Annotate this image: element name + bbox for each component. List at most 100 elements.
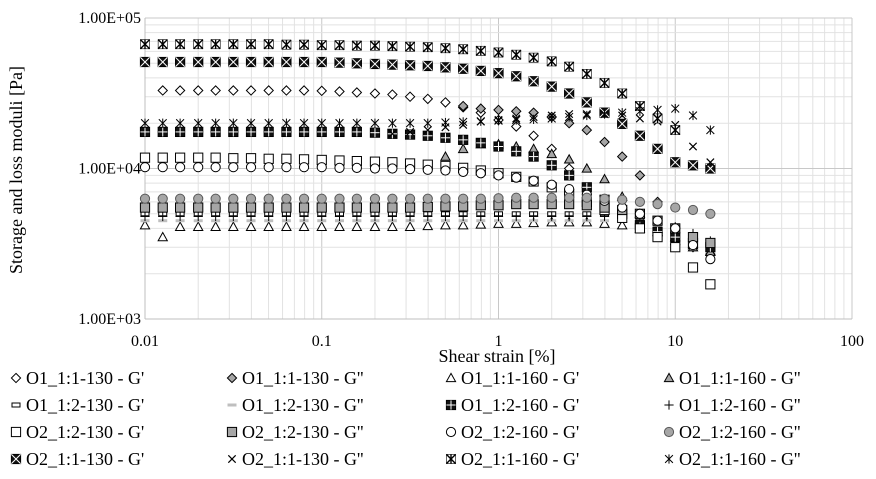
data-point	[687, 239, 699, 251]
data-point	[245, 39, 257, 50]
legend-label: O1_1:2-130 - G''	[242, 395, 363, 415]
data-point	[316, 202, 327, 213]
data-point	[581, 124, 593, 136]
data-point	[369, 88, 381, 99]
legend-label: O2_1:1-160 - G'	[461, 449, 579, 469]
data-point	[334, 40, 345, 51]
data-point	[370, 211, 380, 222]
data-point	[175, 202, 186, 213]
data-point	[458, 193, 469, 204]
data-point	[440, 43, 451, 54]
data-point	[581, 68, 592, 80]
data-point	[351, 162, 362, 173]
data-point	[264, 118, 273, 128]
data-point	[351, 126, 362, 138]
data-point	[529, 211, 539, 222]
data-point	[457, 143, 469, 154]
data-point	[211, 211, 221, 222]
data-point	[422, 193, 433, 204]
data-point	[370, 118, 380, 128]
data-point	[582, 211, 592, 222]
data-point	[546, 148, 558, 159]
data-point	[193, 162, 204, 173]
data-point	[157, 85, 169, 96]
data-point	[511, 211, 521, 222]
data-point	[634, 130, 646, 141]
data-point	[388, 118, 397, 128]
data-point	[528, 76, 539, 87]
data-point	[228, 202, 239, 213]
data-point	[174, 85, 186, 96]
data-point	[175, 126, 186, 138]
x-tick-label: 0.01	[131, 333, 159, 350]
data-point	[263, 153, 274, 164]
data-point	[441, 117, 450, 128]
data-point	[351, 40, 362, 51]
data-point	[227, 221, 239, 231]
data-point	[139, 202, 151, 213]
data-point	[369, 40, 381, 51]
data-point	[688, 110, 698, 121]
data-point	[263, 221, 275, 231]
data-point	[334, 126, 345, 138]
data-point	[404, 60, 416, 71]
data-point	[157, 162, 168, 173]
data-point	[546, 192, 557, 203]
data-point	[193, 211, 203, 222]
legend-label: O1_1:1-130 - G''	[242, 368, 363, 388]
data-point	[404, 91, 416, 103]
data-point	[547, 113, 556, 124]
data-point	[458, 63, 469, 74]
data-point	[229, 118, 238, 128]
legend-item: O2_1:2-160 - G'	[445, 422, 579, 442]
data-point	[334, 202, 345, 213]
series-group	[139, 39, 681, 136]
data-point	[670, 242, 681, 253]
data-point	[476, 116, 486, 126]
data-point	[228, 85, 239, 96]
data-point	[228, 153, 239, 164]
chart-series	[139, 39, 716, 290]
data-point	[617, 88, 628, 99]
data-point	[493, 104, 504, 116]
data-point	[687, 262, 699, 273]
data-point	[475, 137, 486, 148]
data-point	[439, 219, 451, 230]
data-point	[511, 192, 522, 203]
data-point	[493, 218, 504, 228]
data-point	[546, 56, 557, 67]
data-point	[157, 39, 168, 50]
data-point	[369, 221, 381, 231]
data-point	[245, 56, 257, 68]
data-point	[245, 193, 257, 204]
legend-item: O1_1:1-130 - G''	[226, 368, 363, 388]
data-point	[210, 162, 221, 173]
data-point	[351, 58, 362, 69]
data-point	[175, 193, 186, 204]
data-point	[298, 202, 310, 213]
data-point	[281, 56, 292, 68]
legend-marker	[664, 454, 674, 464]
legend-item: O1_1:1-130 - G'	[10, 368, 144, 388]
data-point	[193, 56, 204, 68]
data-point	[316, 40, 327, 51]
data-point	[245, 221, 257, 231]
legend-label: O1_1:1-160 - G''	[679, 368, 800, 388]
data-point	[422, 130, 433, 141]
data-point	[493, 47, 504, 58]
data-point	[175, 152, 186, 163]
data-point	[317, 118, 327, 128]
data-point	[246, 118, 256, 128]
data-point	[245, 202, 257, 213]
y-tick-label: 1.00E+04	[78, 161, 141, 178]
data-point	[388, 129, 397, 138]
data-point	[263, 202, 274, 213]
data-point	[635, 114, 645, 123]
data-point	[511, 115, 521, 125]
y-axis-label: Storage and loss moduli [Pa]	[6, 66, 26, 274]
data-point	[175, 118, 185, 128]
legend-marker	[663, 372, 675, 383]
data-point	[599, 218, 610, 228]
legend-item: O1_1:2-130 - G''	[227, 395, 363, 415]
data-point	[316, 193, 327, 204]
